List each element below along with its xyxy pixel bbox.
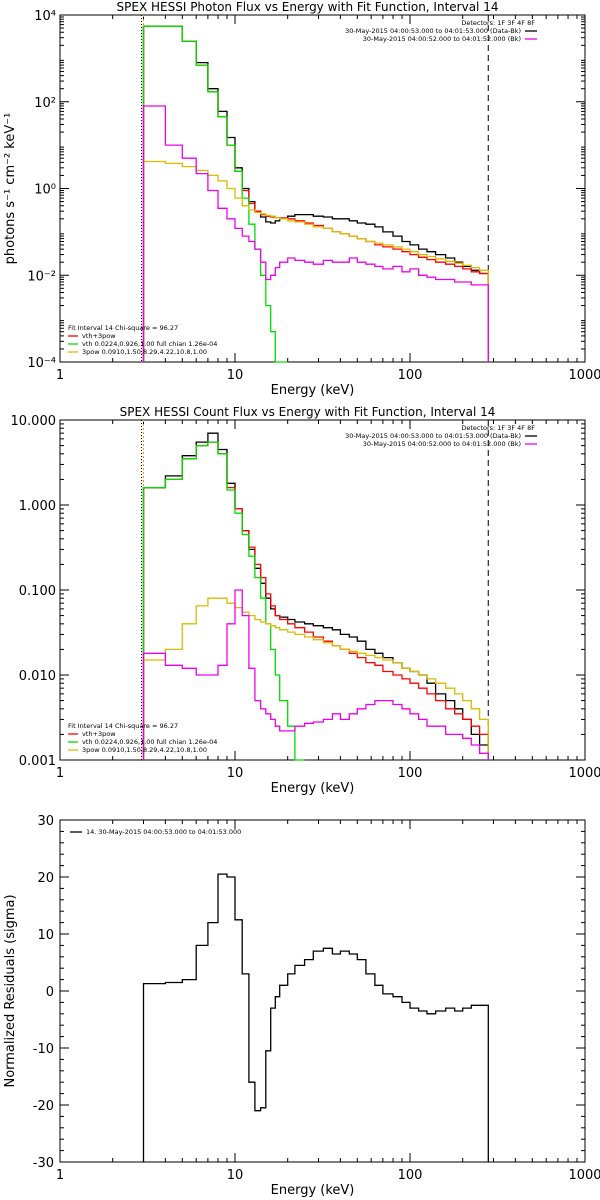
plot-frame [59, 819, 586, 1163]
series-vth-3pow-line [142, 441, 489, 760]
series-vth-3pow-line [142, 25, 489, 362]
legend-entry-text: vth+3pow [82, 730, 116, 738]
legend-entry-text: vth 0.0224,0.926,1.00 full chian 1.26e-0… [82, 340, 217, 348]
x-tick-label: 1000 [568, 1168, 600, 1183]
series-3pow-line [142, 160, 489, 362]
y-tick-label: 0.010 [19, 669, 56, 684]
x-tick-label: 1 [56, 766, 64, 781]
x-tick-label: 1000 [568, 766, 600, 781]
legend-entry-text: 30-May-2015 04:00:52.000 to 04:01:52.000… [363, 35, 521, 43]
y-tick-label: -30 [33, 1156, 54, 1171]
y-tick-label: -20 [33, 1099, 54, 1114]
y-tick-label: 10⁻² [27, 269, 56, 284]
legend-entry-text: vth 0.0224,0.926,1.00 full chian 1.26e-0… [82, 738, 217, 746]
y-axis-label: photons s⁻¹ cm⁻² keV⁻¹ [3, 113, 18, 265]
count-flux-chart: 1 10 100 1000 0.001 0.010 0.100 1.000 10.000 SPEX… [11, 405, 600, 796]
chart-title: SPEX HESSI Photon Flux vs Energy with Fi… [117, 0, 499, 14]
y-tick-label: -10 [33, 1042, 54, 1057]
y-tick-label: 20 [37, 871, 54, 886]
x-axis-label: Energy (keV) [271, 1183, 355, 1198]
y-tick-label: 10.000 [11, 414, 57, 429]
photon-flux-chart: 1 10 100 1000 10⁻⁴ 10⁻² 10⁰ 10² 10⁴ SPEX HESSI Ph… [3, 0, 600, 398]
plot-frame [59, 419, 586, 761]
legend-entry-text: 30-May-2015 04:00:52.000 to 04:01:52.000… [363, 440, 521, 448]
legend-entry-text: vth+3pow [82, 332, 116, 340]
x-axis-label: Energy (keV) [271, 781, 355, 796]
series-bk-line [142, 589, 489, 760]
fit-legend-header: Fit Interval 14 Chi-square = 96.27 [68, 722, 178, 730]
x-tick-label: 10 [227, 1168, 244, 1183]
x-tick-label: 10 [227, 766, 244, 781]
series-vth-line [142, 25, 288, 363]
legend-entry-text: 3pow 0.0910,1.50,8.29,4.22,10.8,1.00 [82, 348, 207, 356]
y-tick-label: 10⁴ [34, 9, 56, 24]
y-tick-label: 0 [46, 985, 54, 1000]
series-3pow-line [142, 597, 489, 760]
x-tick-label: 100 [398, 1168, 423, 1183]
legend-entry-text: 3pow 0.0910,1.50,8.29,4.22,10.8,1.00 [82, 746, 207, 754]
y-axis-label: Normalized Residuals (sigma) [3, 894, 18, 1087]
y-tick-label: 0.001 [19, 754, 56, 769]
x-tick-label: 100 [398, 766, 423, 781]
x-tick-label: 100 [398, 368, 423, 383]
y-tick-label: 10⁰ [34, 183, 56, 198]
y-tick-label: 1.000 [19, 499, 56, 514]
y-tick-label: 30 [37, 814, 54, 829]
legend-entry-text: 30-May-2015 04:00:53.000 to 04:01:53.000… [345, 27, 521, 35]
fit-legend-header: Fit Interval 14 Chi-square = 96.27 [68, 324, 178, 332]
x-tick-label: 1 [56, 368, 64, 383]
series-bk-line [142, 105, 489, 362]
detectors-legend-header: Detectors: 1F 3F 4F 8F [461, 424, 535, 432]
x-axis-label: Energy (keV) [271, 383, 355, 398]
legend-entry-text: 14. 30-May-2015 04:00:53.000 to 04:01:53… [86, 828, 241, 836]
series-residuals-line [142, 873, 489, 1162]
detectors-legend-header: Detectors: 1F 3F 4F 8F [461, 19, 535, 27]
chart-title: SPEX HESSI Count Flux vs Energy with Fit… [120, 405, 496, 419]
legend-entry-text: 30-May-2015 04:00:53.000 to 04:01:53.000… [345, 432, 521, 440]
y-tick-label: 0.100 [19, 584, 56, 599]
y-tick-label: 10² [34, 96, 56, 111]
series-data-bk-line [142, 432, 489, 760]
x-tick-label: 10 [227, 368, 244, 383]
residuals-chart: 1 10 100 1000 -30 -20 -10 0 10 20 30 Energy (keV) No… [3, 814, 600, 1198]
plot-frame [59, 14, 586, 363]
x-tick-label: 1000 [568, 368, 600, 383]
y-tick-label: 10 [37, 928, 54, 943]
y-tick-label: 10⁻⁴ [27, 356, 56, 371]
series-vth-line [142, 441, 305, 761]
series-data-bk-line [142, 25, 489, 362]
x-tick-label: 1 [56, 1168, 64, 1183]
